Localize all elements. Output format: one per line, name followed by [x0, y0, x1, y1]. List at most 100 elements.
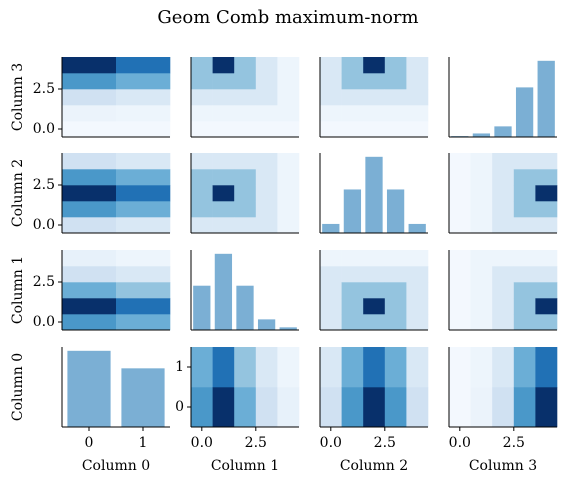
bar	[322, 223, 340, 233]
heatmap-cell	[384, 121, 407, 138]
heatmap-cell	[363, 73, 386, 90]
heatmap-cell	[341, 266, 364, 283]
heatmap-cell	[341, 121, 364, 138]
heatmap-cell	[62, 153, 117, 170]
heatmap-cell	[492, 153, 515, 170]
heatmap-cell	[277, 347, 300, 388]
heatmap-cell	[449, 153, 471, 170]
heatmap-cell	[449, 314, 471, 331]
heatmap-cell	[191, 185, 213, 202]
heatmap-cell	[277, 201, 300, 218]
heatmap-cell	[212, 57, 235, 74]
heatmap-cell	[406, 347, 429, 388]
heatmap-cell	[535, 250, 558, 267]
heatmap-cell	[492, 347, 515, 388]
heatmap-cell	[449, 347, 471, 388]
heatmap-cell	[191, 73, 213, 90]
heatmap-cell	[62, 282, 117, 299]
heatmap-cell	[363, 89, 386, 106]
heatmap-cell	[212, 201, 235, 218]
heatmap-cell	[513, 298, 536, 315]
heatmap-cell	[320, 121, 342, 138]
heatmap-cell	[492, 298, 515, 315]
heatmap-cell	[535, 298, 558, 315]
heatmap-cell	[470, 266, 493, 283]
heatmap-cell	[406, 282, 429, 299]
x-axis-label: Column 0	[82, 458, 150, 474]
heatmap-cell	[212, 169, 235, 186]
heatmap-cell	[62, 57, 117, 74]
y-tick-label: 0.0	[33, 314, 55, 330]
heatmap-cell	[234, 201, 257, 218]
heatmap-cell	[191, 201, 213, 218]
heatmap-cell	[384, 73, 407, 90]
heatmap-cell	[384, 89, 407, 106]
heatmap-cell	[191, 347, 213, 388]
heatmap-cell	[535, 282, 558, 299]
heatmap-cell	[513, 250, 536, 267]
heatmap-cell	[62, 314, 117, 331]
heatmap-cell	[363, 282, 386, 299]
heatmap-cell	[470, 201, 493, 218]
heatmap-cell	[449, 217, 471, 234]
heatmap-cell	[234, 347, 257, 388]
heatmap-cell	[535, 217, 558, 234]
bar	[365, 156, 383, 233]
heatmap-cell	[341, 105, 364, 122]
heatmap-cell	[535, 387, 558, 428]
heatmap-cell	[277, 89, 300, 106]
heatmap-cell	[277, 387, 300, 428]
heatmap-cell	[255, 201, 278, 218]
heatmap-cell	[449, 185, 471, 202]
heatmap-cell	[341, 89, 364, 106]
heatmap-cell	[255, 57, 278, 74]
heatmap-cell	[116, 73, 171, 90]
heatmap-cell	[341, 314, 364, 331]
heatmap-cell	[234, 121, 257, 138]
heatmap-cell	[234, 387, 257, 428]
heatmap-cell	[320, 57, 342, 74]
heatmap-cell	[513, 387, 536, 428]
heatmap-cell	[320, 73, 342, 90]
heatmap-cell	[320, 314, 342, 331]
heatmap-cell	[363, 387, 386, 428]
heatmap-cell	[341, 347, 364, 388]
chart-title: Geom Comb maximum-norm	[157, 7, 418, 28]
x-tick-label: 2.5	[503, 435, 525, 451]
heatmap-cell	[234, 185, 257, 202]
heatmap-cell	[406, 298, 429, 315]
heatmap-cell	[341, 298, 364, 315]
heatmap-cell	[255, 105, 278, 122]
heatmap-cell	[234, 105, 257, 122]
heatmap-cell	[277, 217, 300, 234]
bar	[494, 126, 512, 137]
heatmap-cell	[513, 282, 536, 299]
heatmap-cell	[449, 250, 471, 267]
heatmap-cell	[406, 73, 429, 90]
heatmap-cell	[363, 250, 386, 267]
heatmap-cell	[341, 73, 364, 90]
y-tick-label: 1	[175, 359, 184, 375]
heatmap-cell	[384, 250, 407, 267]
heatmap-cell	[320, 387, 342, 428]
heatmap-cell	[513, 169, 536, 186]
heatmap-cell	[406, 89, 429, 106]
heatmap-cell	[234, 89, 257, 106]
heatmap-cell	[535, 169, 558, 186]
heatmap-cell	[535, 266, 558, 283]
heatmap-cell	[492, 282, 515, 299]
heatmap-cell	[363, 105, 386, 122]
bar	[236, 285, 254, 330]
heatmap-cell	[255, 169, 278, 186]
y-tick-label: 2.5	[33, 81, 55, 97]
x-tick-label: 0	[85, 435, 94, 451]
heatmap-cell	[406, 105, 429, 122]
heatmap-cell	[320, 105, 342, 122]
heatmap-cell	[191, 217, 213, 234]
heatmap-cell	[277, 105, 300, 122]
heatmap-cell	[320, 266, 342, 283]
y-tick-label: 2.5	[33, 274, 55, 290]
bar	[279, 327, 297, 330]
heatmap-cell	[191, 105, 213, 122]
y-axis-label: Column 0	[10, 353, 26, 421]
